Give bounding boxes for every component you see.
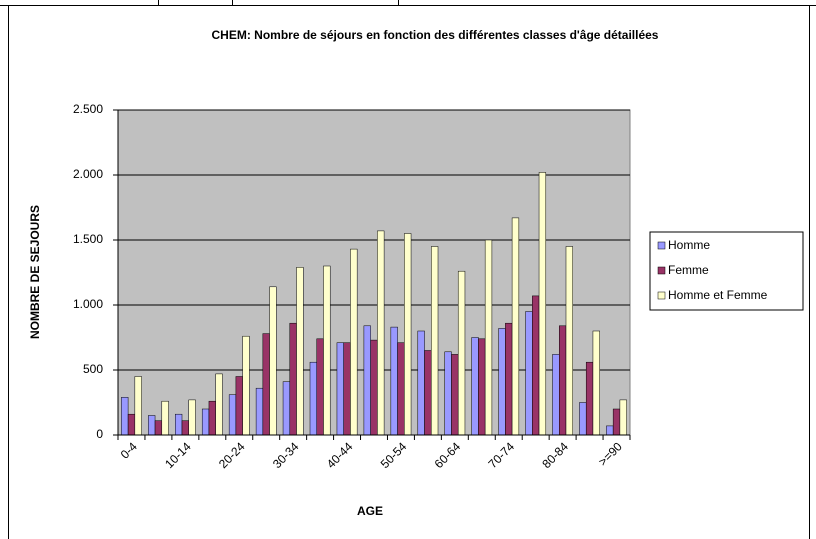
legend-swatch [657, 266, 666, 275]
bar [262, 333, 270, 436]
x-tick-label: 60-64 [432, 439, 464, 471]
bar [127, 413, 136, 436]
x-axis-label: AGE [357, 504, 383, 518]
legend-swatch [657, 291, 666, 300]
bar [404, 233, 412, 436]
bar [532, 295, 540, 436]
bar [269, 286, 277, 436]
bar [208, 400, 216, 436]
bar [148, 415, 156, 436]
y-tick-label: 500 [83, 362, 103, 376]
bar [498, 328, 506, 436]
bar [370, 339, 378, 436]
x-tick-label: 10-14 [162, 439, 194, 471]
legend-label: Femme [668, 263, 709, 277]
x-tick-label: 0-4 [118, 439, 140, 461]
bar [606, 425, 614, 436]
legend-label: Homme et Femme [668, 288, 768, 302]
bar [444, 351, 452, 436]
bar [350, 248, 358, 436]
bar [228, 394, 237, 436]
bar [505, 322, 513, 436]
bar [316, 338, 324, 436]
bar [390, 326, 398, 436]
bar [417, 330, 425, 436]
bar [457, 270, 466, 436]
x-tick-label: 80-84 [539, 439, 571, 471]
bar [282, 381, 291, 436]
bar [121, 397, 129, 436]
bar [336, 342, 344, 436]
bar [552, 354, 560, 436]
bar [525, 311, 533, 436]
bar [188, 399, 196, 436]
bar [451, 354, 459, 436]
x-tick-label: 40-44 [324, 439, 356, 471]
bar [484, 239, 493, 436]
bar [161, 400, 169, 436]
bar [175, 413, 183, 436]
y-tick-label: 1.500 [73, 232, 103, 246]
y-tick-label: 1.000 [73, 297, 103, 311]
bar [309, 361, 317, 436]
legend-label: Homme [668, 238, 710, 252]
bar [255, 387, 264, 436]
bar [154, 420, 163, 436]
x-tick-label: >=90 [596, 439, 625, 468]
bar [538, 172, 547, 436]
y-tick-label: 2.500 [73, 102, 103, 116]
bar [424, 350, 432, 436]
bar [585, 361, 594, 436]
bar [397, 342, 405, 436]
bar [235, 376, 243, 436]
bar [296, 267, 304, 436]
x-tick-label: 70-74 [485, 439, 517, 471]
bar [323, 265, 331, 436]
bar [215, 373, 223, 436]
bar [565, 246, 573, 436]
bar [181, 420, 189, 436]
bar [431, 246, 439, 436]
bar [478, 338, 486, 436]
bar [201, 408, 210, 436]
y-tick-label: 2.000 [73, 167, 103, 181]
bar [242, 335, 250, 436]
y-tick-label: 0 [96, 427, 103, 441]
legend-box [649, 231, 804, 311]
x-tick-label: 30-34 [270, 439, 302, 471]
bar [579, 402, 587, 436]
bar [559, 325, 567, 436]
bar [134, 376, 142, 436]
bar [471, 337, 479, 436]
bar [619, 399, 627, 436]
y-axis-label: NOMBRE DE SEJOURS [28, 205, 42, 339]
bar [612, 408, 621, 436]
bar [511, 217, 520, 436]
bar [289, 322, 297, 436]
bar [343, 342, 351, 436]
bar [377, 230, 385, 436]
x-tick-label: 20-24 [216, 439, 248, 471]
chart-title: CHEM: Nombre de séjours en fonction des … [212, 28, 659, 42]
x-tick-label: 50-54 [378, 439, 410, 471]
legend-swatch [657, 241, 666, 250]
bar [592, 330, 600, 436]
bar [363, 325, 371, 436]
